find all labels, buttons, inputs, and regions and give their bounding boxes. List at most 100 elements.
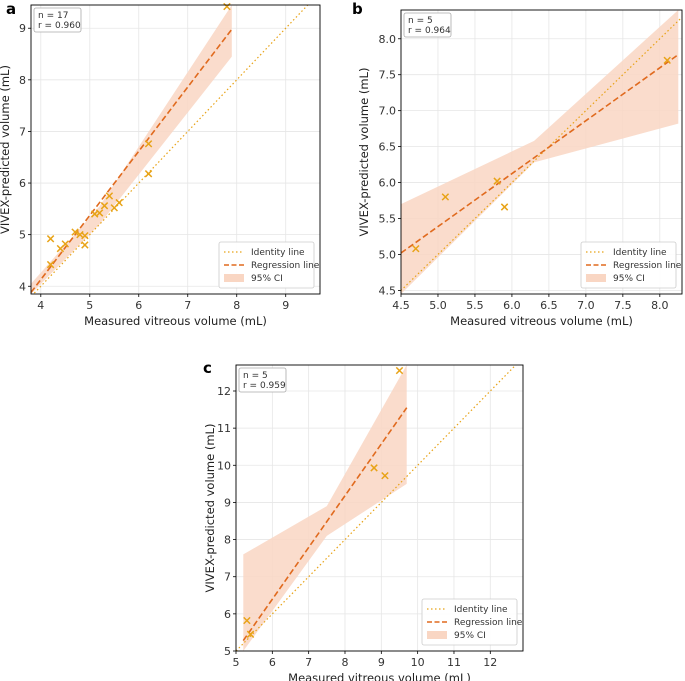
stats-box [33, 7, 82, 33]
y-tick-label: 4.5 [379, 284, 397, 297]
data-point-stroke [71, 228, 79, 236]
stats-text: r = 0.960 [38, 21, 81, 31]
data-point [46, 235, 55, 243]
x-tick-label: 5.5 [466, 299, 484, 312]
x-tick-label: 6.0 [503, 299, 521, 312]
data-point [100, 202, 109, 210]
y-axis-label: VIVEX-predicted volume (mL) [357, 68, 371, 237]
data-point [144, 140, 153, 148]
x-tick-label: 6 [269, 656, 276, 669]
y-tick-label: 5 [19, 229, 26, 242]
regression-line [31, 28, 233, 293]
x-tick-label: 8 [233, 299, 240, 312]
y-tick-label: 7 [224, 571, 231, 584]
data-point [663, 56, 671, 65]
plot-area [236, 365, 517, 651]
y-tick-label: 7 [19, 125, 26, 138]
x-tick-label: 6.5 [540, 299, 558, 312]
data-point-stroke [381, 471, 389, 480]
panel-label-b: b [352, 0, 363, 18]
stats-text: n = 17 [38, 11, 68, 21]
data-point [246, 630, 255, 639]
y-tick-label: 12 [217, 385, 231, 398]
plot-area [401, 10, 682, 294]
stats-text: n = 5 [408, 16, 433, 26]
y-tick-label: 6 [224, 608, 231, 621]
y-tick-label: 6.0 [379, 177, 397, 190]
x-tick-label: 7 [305, 656, 312, 669]
data-point [223, 2, 231, 11]
y-tick-label: 4 [19, 280, 26, 293]
regression-line [242, 407, 408, 642]
data-point [500, 203, 509, 211]
data-point [61, 240, 70, 248]
axes-frame [400, 9, 683, 295]
y-axis-label: VIVEX-predicted volume (mL) [0, 65, 12, 234]
legend-regression-label: Regression line [251, 261, 320, 271]
data-point-stroke [493, 177, 501, 185]
legend-regression-label: Regression line [613, 261, 682, 271]
legend-ci-swatch [586, 274, 606, 282]
y-tick-label: 7.5 [379, 69, 397, 82]
legend-identity-label: Identity line [454, 605, 508, 615]
data-point [493, 177, 501, 185]
x-tick-label: 12 [483, 656, 497, 669]
x-tick-label: 9 [282, 299, 289, 312]
data-point-stroke [441, 193, 450, 201]
x-tick-label: 7.0 [577, 299, 595, 312]
x-tick-label: 6 [135, 299, 142, 312]
data-point-stroke [46, 260, 55, 269]
data-point [243, 616, 251, 625]
ci-band [243, 365, 407, 651]
data-point [71, 228, 79, 236]
x-tick-label: 4.5 [392, 299, 410, 312]
stats-text: n = 5 [243, 371, 268, 381]
data-point-stroke [412, 244, 420, 253]
y-tick-label: 5 [224, 645, 231, 658]
ci-band [31, 5, 232, 294]
plot-area [31, 5, 309, 294]
stats-box [403, 12, 452, 38]
y-tick-label: 11 [217, 422, 231, 435]
data-point-stroke [95, 209, 104, 217]
data-point [395, 366, 404, 375]
legend-ci-label: 95% CI [251, 274, 283, 284]
data-point [105, 192, 114, 200]
x-axis-label: Measured vitreous volume (mL) [288, 671, 471, 681]
regression-line [401, 53, 679, 254]
data-point-stroke [223, 2, 231, 11]
y-tick-label: 6 [19, 177, 26, 190]
y-tick-label: 8.0 [379, 33, 397, 46]
y-tick-label: 5.0 [379, 248, 397, 261]
y-tick-label: 5.5 [379, 213, 397, 226]
axes-frame [235, 364, 524, 652]
data-point [81, 231, 89, 240]
data-point-stroke [243, 616, 251, 625]
data-point-stroke [61, 240, 70, 248]
y-tick-label: 9 [19, 22, 26, 35]
legend-ci-swatch [427, 631, 447, 639]
axes-frame [30, 4, 321, 295]
data-point-stroke [81, 241, 89, 249]
data-point-stroke [144, 140, 153, 148]
x-tick-label: 10 [411, 656, 425, 669]
y-tick-label: 7.0 [379, 105, 397, 118]
y-tick-label: 8 [19, 74, 26, 87]
legend-ci-swatch [224, 274, 244, 282]
panel-label-c: c [203, 359, 212, 377]
x-axis-label: Measured vitreous volume (mL) [450, 314, 633, 328]
x-axis-label: Measured vitreous volume (mL) [84, 314, 267, 328]
data-point [370, 464, 378, 472]
data-point-stroke [105, 192, 114, 200]
legend-identity-label: Identity line [613, 248, 667, 258]
data-point-stroke [115, 198, 123, 207]
panel-b: 4.5 5.0 5.5 6.0 6.5 7.0 7.5 8.0 4.5 5.0 5.5 6.0 6.5 7… [357, 9, 683, 328]
data-point [381, 471, 389, 480]
x-tick-label: 7.5 [614, 299, 632, 312]
identity-line [236, 365, 517, 651]
data-point-stroke [663, 56, 671, 65]
data-point-stroke [370, 464, 378, 472]
panel-a: 4 5 6 7 8 9 4 5 6 7 8 9 Measured vitreous volume (mL… [0, 2, 321, 328]
data-point [46, 260, 55, 269]
